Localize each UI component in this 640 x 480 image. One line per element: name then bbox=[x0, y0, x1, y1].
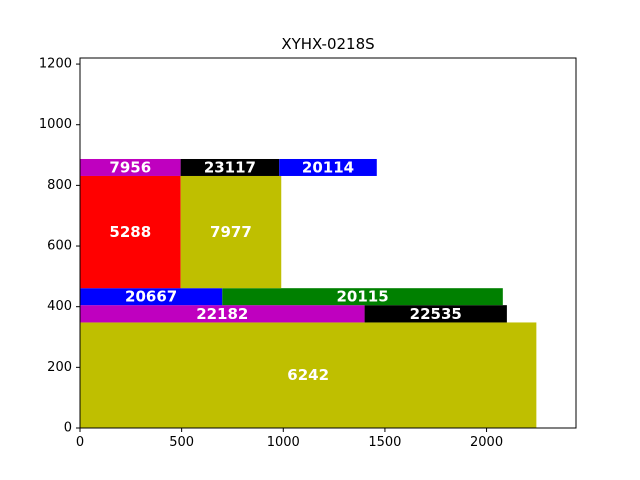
bar-label: 20115 bbox=[336, 288, 388, 306]
bar-label: 20114 bbox=[302, 158, 354, 176]
chart-title: XYHX-0218S bbox=[281, 35, 374, 53]
x-tick-label: 1000 bbox=[267, 435, 300, 450]
y-tick-label: 1200 bbox=[39, 57, 72, 72]
bar-label: 6242 bbox=[287, 366, 329, 384]
bar-rect bbox=[80, 288, 223, 306]
y-tick-label: 200 bbox=[47, 360, 72, 375]
y-tick-label: 400 bbox=[47, 299, 72, 314]
bar-rect bbox=[279, 158, 377, 176]
x-axis: 0 500 1000 1500 2000 bbox=[76, 428, 503, 450]
plot-frame bbox=[79, 57, 577, 429]
x-tick-label: 0 bbox=[76, 435, 84, 450]
bar-rect bbox=[80, 305, 365, 323]
plot-area: 6242 22182 22535 20667 20115 5288 7977 7956 2311… bbox=[80, 158, 537, 428]
bar-rect bbox=[180, 158, 280, 176]
bar-label: 5288 bbox=[109, 223, 151, 241]
bar-label: 7956 bbox=[109, 158, 151, 176]
bar-label: 22535 bbox=[410, 305, 462, 323]
bar-rect bbox=[80, 175, 181, 289]
y-tick-label: 600 bbox=[47, 239, 72, 254]
bar-rect bbox=[222, 288, 503, 306]
x-tick-label: 1500 bbox=[368, 435, 401, 450]
bar-label: 22182 bbox=[196, 305, 248, 323]
y-axis: 0 200 400 600 800 1000 1200 bbox=[39, 57, 80, 436]
y-tick-label: 1000 bbox=[39, 117, 72, 132]
bar-rect bbox=[80, 158, 181, 176]
bar-label: 20667 bbox=[125, 288, 177, 306]
x-tick-label: 500 bbox=[169, 435, 194, 450]
bar-rect bbox=[80, 322, 537, 428]
bar-rect bbox=[364, 305, 507, 323]
bar-rect bbox=[180, 175, 282, 289]
y-tick-label: 800 bbox=[47, 178, 72, 193]
y-tick-label: 0 bbox=[64, 421, 72, 436]
bar-label: 7977 bbox=[210, 223, 252, 241]
bar-label: 23117 bbox=[204, 158, 256, 176]
x-tick-label: 2000 bbox=[470, 435, 503, 450]
